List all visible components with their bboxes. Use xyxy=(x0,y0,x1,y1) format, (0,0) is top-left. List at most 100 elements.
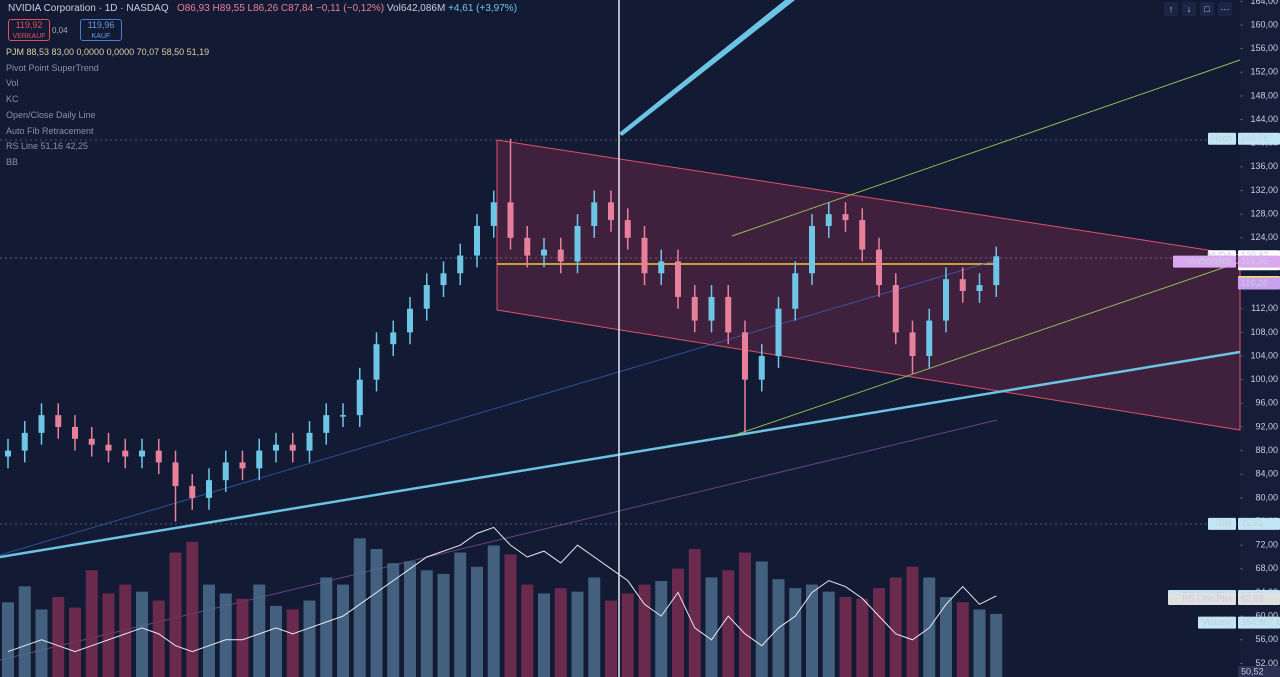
price-tag-name: Tief xyxy=(1217,518,1232,528)
y-tick-label: 144,00 xyxy=(1250,114,1278,124)
indicator[interactable]: RS Line 51,16 42,25 xyxy=(6,141,89,152)
volume-bar xyxy=(270,605,282,677)
indicator[interactable]: BB xyxy=(6,156,19,167)
candle-body xyxy=(859,220,866,250)
candle-body xyxy=(792,273,799,309)
candle-body xyxy=(273,444,279,451)
candle-body xyxy=(876,249,882,286)
y-tick-label: 156,00 xyxy=(1250,43,1278,53)
candle-body xyxy=(842,214,849,221)
candle-body xyxy=(256,450,263,469)
volume-bar xyxy=(69,607,81,677)
price-tag-name-bg xyxy=(1208,132,1236,145)
volume-bar xyxy=(219,593,232,677)
volume-bar xyxy=(990,613,1003,677)
candle-body xyxy=(155,450,162,463)
volume-bar xyxy=(119,584,132,677)
volume-bar xyxy=(755,561,768,677)
price-tag-name-bg xyxy=(1198,616,1236,629)
indicator[interactable]: Pivot Point SuperTrend xyxy=(6,62,99,73)
y-tick-label: 136,00 xyxy=(1250,161,1278,171)
moving-average xyxy=(0,259,998,556)
indicator[interactable]: KC xyxy=(6,94,19,105)
y-tick-label: 80,00 xyxy=(1255,492,1278,502)
candle-body xyxy=(189,486,196,498)
indicator[interactable]: Open/Close Daily Line xyxy=(6,109,96,120)
candle-body xyxy=(323,415,330,433)
max-button[interactable]: □ xyxy=(1200,2,1214,16)
candle-body xyxy=(691,296,698,321)
price-tag-name: NVDA xyxy=(1207,251,1232,261)
candle-body xyxy=(742,332,748,380)
symbol-title: NVIDIA Corporation · 1D · NASDAQ xyxy=(8,3,169,14)
y-tick-label: 52,00 xyxy=(1255,658,1278,668)
candle-body xyxy=(423,285,430,309)
candle-body xyxy=(490,202,497,226)
volume-bar xyxy=(806,584,818,677)
candle-body xyxy=(926,320,933,357)
volume-text: Vol642,086M xyxy=(386,3,446,14)
volume-bar xyxy=(454,552,467,677)
trend-channel xyxy=(496,139,1241,431)
candle-body xyxy=(725,296,732,333)
y-tick-label: 124,00 xyxy=(1250,232,1278,242)
volume-bar xyxy=(722,570,735,677)
more-button[interactable]: ⋯ xyxy=(1218,2,1232,16)
volume-bar xyxy=(420,570,433,677)
y-tick-label: 104,00 xyxy=(1250,350,1278,360)
volume-bar xyxy=(2,602,14,677)
trend-line-green xyxy=(731,59,1241,237)
price-tag-name-bg xyxy=(1168,593,1236,606)
indicator[interactable]: Auto Fib Retracement xyxy=(6,125,94,136)
candle-body xyxy=(708,296,715,321)
price-tag-value: 140,76 xyxy=(1241,133,1269,143)
price-tag-value: 116,26 xyxy=(1241,278,1268,288)
candle-body xyxy=(122,450,129,457)
sell-button[interactable]: 119,92 VERKAUF xyxy=(8,19,50,41)
volume-bar xyxy=(856,598,869,677)
price-tag xyxy=(1238,616,1280,629)
candle-body xyxy=(541,249,547,256)
sell-label: VERKAUF xyxy=(12,33,46,40)
y-tick-label: 112,00 xyxy=(1251,303,1278,313)
y-tick-label: 100,00 xyxy=(1250,374,1278,384)
price-tag xyxy=(1238,277,1280,290)
candle-body xyxy=(457,255,464,274)
candle-body xyxy=(72,426,78,439)
header: NVIDIA Corporation · 1D · NASDAQ O86,93 … xyxy=(8,3,517,14)
volume-bar xyxy=(52,597,65,677)
indicator[interactable]: PJM 88,53 83,00 0,0000 0,0000 70,07 58,5… xyxy=(6,47,210,57)
price-tag-name-bg xyxy=(1173,255,1236,268)
volume-bar xyxy=(973,609,986,677)
volume-bar xyxy=(521,584,534,677)
indicator[interactable]: Vol xyxy=(6,78,19,89)
volume-bar xyxy=(956,602,969,677)
volume-bar xyxy=(554,588,567,677)
trend-line-green xyxy=(731,261,1241,437)
up-button[interactable]: ↑ xyxy=(1164,2,1178,16)
y-tick-label: 132,00 xyxy=(1250,185,1278,195)
price-tag xyxy=(1238,593,1280,606)
volume-bar xyxy=(286,609,299,677)
fan-line xyxy=(619,0,795,136)
candle-body xyxy=(139,450,145,457)
candle-body xyxy=(373,344,380,380)
volume-bar xyxy=(638,584,651,677)
volume-bar xyxy=(571,591,584,677)
volume-bar xyxy=(203,584,215,677)
volume-bar xyxy=(387,563,400,677)
down-button[interactable]: ↓ xyxy=(1182,2,1196,16)
buy-price: 119,96 xyxy=(87,20,115,30)
volume-bar xyxy=(152,600,165,677)
volume-bar xyxy=(370,549,383,677)
buy-button[interactable]: 119,96 KAUF xyxy=(80,19,122,41)
price-tag-value: 50,52 xyxy=(1241,667,1264,677)
volume-bar xyxy=(169,552,182,677)
candle-body xyxy=(21,432,28,451)
candle-body xyxy=(306,432,313,451)
candle-body xyxy=(658,261,665,274)
candle-body xyxy=(524,237,531,256)
volume-bar xyxy=(404,561,416,677)
price-tag-name: Volume xyxy=(1202,617,1232,627)
